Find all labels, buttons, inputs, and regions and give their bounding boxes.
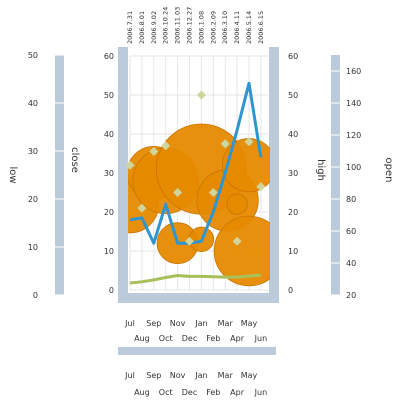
close-tick-label: 40 <box>104 130 114 139</box>
x-axis-label: Jan <box>194 319 207 328</box>
x-axis-label-2: Nov <box>170 371 186 380</box>
low-tick-label: 30 <box>28 147 38 156</box>
x-axis-label: Mar <box>218 319 234 328</box>
x-axis-label: Apr <box>230 334 245 343</box>
low-axis-title: low <box>7 166 18 183</box>
right-axis-band <box>269 47 279 303</box>
low-tick-label: 40 <box>28 99 38 108</box>
x-axis-label: Sep <box>146 319 161 328</box>
open-tick-label: 20 <box>346 291 356 300</box>
low-tick-label: 10 <box>28 243 38 252</box>
x-axis-label-2: Aug <box>134 388 150 397</box>
scatter-point <box>161 141 171 151</box>
close-tick-label: 0 <box>109 286 114 295</box>
scatter-point <box>244 137 254 147</box>
high-tick-label: 60 <box>288 52 298 61</box>
open-axis-band <box>331 55 340 295</box>
scatter-point <box>256 182 266 192</box>
x-axis-label: Nov <box>170 319 186 328</box>
open-tick-label: 140 <box>346 99 361 108</box>
x-axis-label-2: Oct <box>159 388 173 397</box>
top-axis-label: 2006.9.02 <box>150 11 158 44</box>
left-axis-band <box>118 47 128 303</box>
scatter-point <box>185 236 194 246</box>
scatter-point <box>208 188 218 197</box>
top-axis-label: 2006.8.01 <box>138 11 146 44</box>
open-tick-label: 100 <box>346 163 361 172</box>
area-series <box>129 273 261 285</box>
x-axis-label: May <box>241 319 258 328</box>
high-axis-title: high <box>315 159 326 181</box>
bubble <box>226 193 248 215</box>
scatter-point <box>125 160 135 170</box>
low-axis-band <box>55 55 64 295</box>
scatter-point <box>149 147 159 157</box>
x-axis-label-2: Jan <box>194 371 207 380</box>
x-axis-label-2: Mar <box>218 371 234 380</box>
open-tick-label: 160 <box>346 67 361 76</box>
close-tick-label: 20 <box>104 208 114 217</box>
close-tick-label: 10 <box>104 247 114 256</box>
top-axis-label: 2006.11.03 <box>174 7 182 44</box>
low-tick-label: 0 <box>33 291 38 300</box>
x-axis-label: Oct <box>159 334 173 343</box>
x-axis-label: Jul <box>124 319 135 328</box>
scatter-point <box>173 188 183 197</box>
close-line <box>129 81 263 245</box>
x-axis-label: Dec <box>182 334 197 343</box>
scatter-point <box>220 139 230 149</box>
line-series <box>129 81 263 245</box>
high-tick-label: 50 <box>288 91 298 100</box>
open-tick-label: 40 <box>346 259 356 268</box>
scatter-point <box>232 236 242 246</box>
x-axis-label: Aug <box>134 334 150 343</box>
top-axis-label: 2006.2.09 <box>209 11 217 44</box>
x-axis-label-2: May <box>241 371 258 380</box>
x-axis-label-2: Jun <box>254 388 268 397</box>
bubble-series <box>128 123 270 287</box>
x-axis-label-2: Apr <box>230 388 245 397</box>
top-axis-label: 2006.5.14 <box>245 11 253 44</box>
scatter-series <box>125 90 266 246</box>
close-tick-label: 30 <box>104 169 114 178</box>
area-line <box>129 273 261 285</box>
close-tick-label: 50 <box>104 91 114 100</box>
close-axis-title: close <box>69 147 80 173</box>
top-axis-label: 2006.3.10 <box>221 11 229 44</box>
bubble <box>213 215 270 287</box>
high-tick-label: 30 <box>288 169 298 178</box>
high-tick-label: 0 <box>288 286 293 295</box>
top-axis-label: 2006.4.11 <box>233 11 241 44</box>
open-tick-label: 120 <box>346 131 361 140</box>
x-axis-label: Feb <box>206 334 220 343</box>
open-tick-label: 80 <box>346 195 356 204</box>
bottom-axis-band <box>118 293 279 303</box>
open-axis-title: open <box>383 158 394 183</box>
axis-labels: 2006.7.31 2006.8.01 2006.9.02 2006.10.24 200… <box>7 7 394 397</box>
high-tick-label: 20 <box>288 208 298 217</box>
top-axis-label: 2006.6.15 <box>257 11 265 44</box>
close-tick-label: 60 <box>104 52 114 61</box>
scatter-point <box>137 203 147 213</box>
x-axis-label-2: Feb <box>206 388 220 397</box>
axis-bands <box>55 47 340 355</box>
low-tick-label: 20 <box>28 195 38 204</box>
top-axis-label: 2006.7.31 <box>126 11 134 44</box>
bottom-axis-band-2 <box>118 347 276 355</box>
scatter-point <box>196 90 206 100</box>
high-tick-label: 10 <box>288 247 298 256</box>
top-axis-label: 2006.10.24 <box>162 7 170 44</box>
high-tick-label: 40 <box>288 130 298 139</box>
x-axis-label: Jun <box>254 334 268 343</box>
x-axis-label-2: Dec <box>182 388 197 397</box>
open-tick-label: 60 <box>346 227 356 236</box>
x-axis-label-2: Sep <box>146 371 161 380</box>
top-axis-label: 2006.1.08 <box>197 11 205 44</box>
bubble <box>221 138 270 193</box>
top-axis-label: 2006.12.27 <box>186 7 194 44</box>
low-tick-label: 50 <box>28 51 38 60</box>
x-axis-label-2: Jul <box>124 371 135 380</box>
